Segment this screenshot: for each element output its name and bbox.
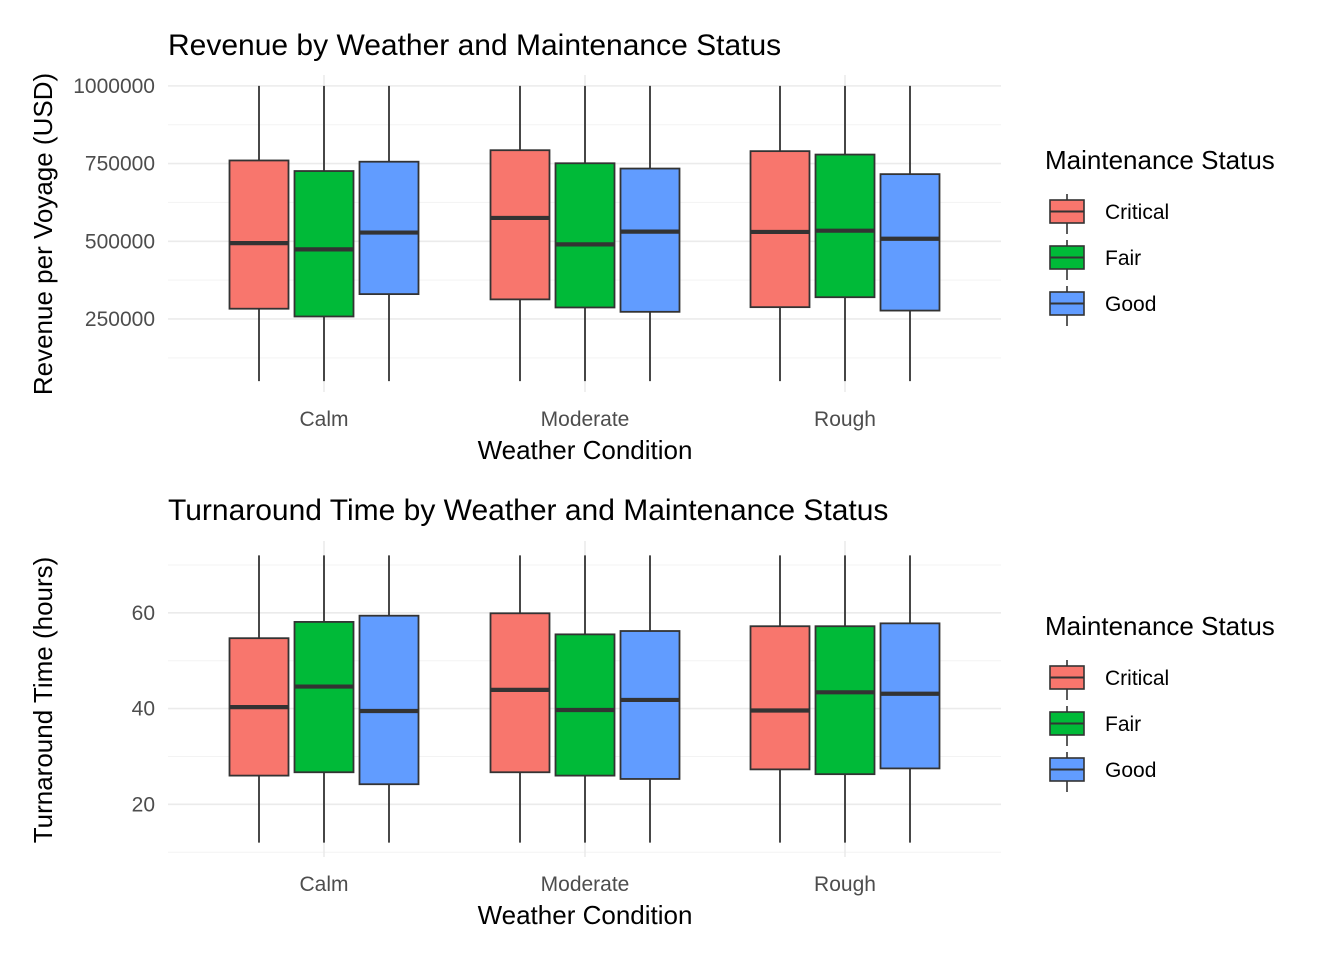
x-tick-label: Rough <box>814 408 876 431</box>
box-fair-rough <box>814 85 876 382</box>
y-tick-label: 40 <box>132 698 155 721</box>
box-good-calm <box>358 555 420 843</box>
y-tick-label: 60 <box>132 602 155 625</box>
box-critical-moderate <box>489 555 551 843</box>
legend-item-fair: Fair <box>1049 706 1141 746</box>
box-critical-calm <box>228 85 290 382</box>
box-body <box>358 160 420 296</box>
legend-label: Fair <box>1105 713 1141 736</box>
x-tick-label: Rough <box>814 873 876 896</box>
box-critical-moderate <box>489 85 551 382</box>
box-critical-rough <box>749 555 811 843</box>
box-body <box>814 153 876 299</box>
y-tick-label: 250000 <box>85 308 155 331</box>
box-body <box>293 170 355 318</box>
turnaround-y-axis-title: Turnaround Time (hours) <box>28 557 58 844</box>
legend-item-critical: Critical <box>1049 660 1169 700</box>
box-body <box>749 625 811 771</box>
turnaround-chart-panel: Turnaround Time by Weather and Maintenan… <box>28 494 1275 930</box>
turnaround-chart-title: Turnaround Time by Weather and Maintenan… <box>168 494 888 527</box>
turnaround-x-ticks: Calm Moderate Rough <box>299 873 875 896</box>
legend-item-good: Good <box>1049 752 1156 792</box>
turnaround-x-axis-title: Weather Condition <box>478 900 693 930</box>
box-fair-calm <box>293 555 355 843</box>
revenue-boxes <box>228 85 941 382</box>
box-body <box>619 630 681 780</box>
y-tick-label: 1000000 <box>73 75 155 98</box>
box-body <box>619 167 681 313</box>
box-good-calm <box>358 85 420 382</box>
revenue-chart-title: Revenue by Weather and Maintenance Statu… <box>168 29 781 62</box>
revenue-x-axis-title: Weather Condition <box>478 435 693 465</box>
box-body <box>879 622 941 770</box>
box-fair-calm <box>293 85 355 382</box>
box-body <box>489 149 551 301</box>
legend-title: Maintenance Status <box>1045 145 1275 175</box>
box-good-rough <box>879 555 941 843</box>
box-body <box>293 621 355 774</box>
x-tick-label: Calm <box>299 873 348 896</box>
legend-label: Good <box>1105 759 1156 782</box>
box-critical-calm <box>228 555 290 843</box>
legend-item-good: Good <box>1049 286 1156 326</box>
turnaround-legend: Maintenance Status Critical Fair Good <box>1045 611 1275 792</box>
box-body <box>749 150 811 309</box>
legend-item-critical: Critical <box>1049 194 1169 234</box>
box-fair-moderate <box>554 555 616 843</box>
revenue-legend: Maintenance Status Critical Fair Good <box>1045 145 1275 326</box>
x-tick-label: Moderate <box>541 873 630 896</box>
box-body <box>879 173 941 312</box>
box-body <box>489 612 551 774</box>
box-good-moderate <box>619 85 681 382</box>
turnaround-y-ticks: 20 40 60 <box>132 602 155 817</box>
box-good-moderate <box>619 555 681 843</box>
x-tick-label: Moderate <box>541 408 630 431</box>
revenue-x-ticks: Calm Moderate Rough <box>299 408 875 431</box>
box-body <box>554 633 616 777</box>
legend-label: Critical <box>1105 667 1169 690</box>
box-fair-moderate <box>554 85 616 382</box>
box-body <box>358 614 420 786</box>
box-critical-rough <box>749 85 811 382</box>
y-tick-label: 20 <box>132 793 155 816</box>
y-tick-label: 750000 <box>85 153 155 176</box>
legend-label: Fair <box>1105 247 1141 270</box>
box-body <box>814 625 876 776</box>
legend-label: Critical <box>1105 201 1169 224</box>
legend-label: Good <box>1105 293 1156 316</box>
box-body <box>554 162 616 309</box>
legend-title: Maintenance Status <box>1045 611 1275 641</box>
box-body <box>228 159 290 310</box>
revenue-chart-panel: Revenue by Weather and Maintenance Statu… <box>28 29 1275 465</box>
turnaround-boxes <box>228 555 941 843</box>
box-good-rough <box>879 85 941 382</box>
legend-item-fair: Fair <box>1049 240 1141 280</box>
x-tick-label: Calm <box>299 408 348 431</box>
y-tick-label: 500000 <box>85 230 155 253</box>
box-fair-rough <box>814 555 876 843</box>
revenue-y-ticks: 250000 500000 750000 1000000 <box>73 75 155 331</box>
revenue-y-axis-title: Revenue per Voyage (USD) <box>28 73 58 395</box>
